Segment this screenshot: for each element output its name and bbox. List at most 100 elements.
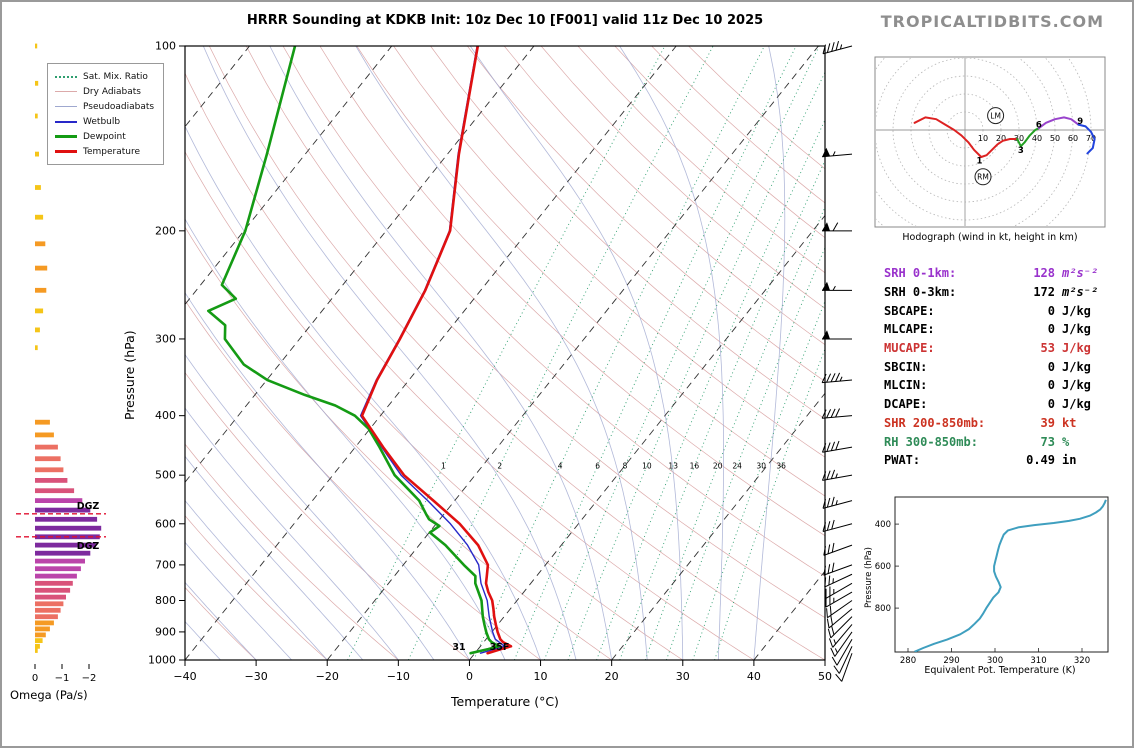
index-label: SBCIN:: [884, 359, 928, 374]
legend-swatch-solid: [55, 135, 77, 138]
index-value: 172: [1033, 285, 1055, 300]
index-value: 73: [1040, 434, 1055, 449]
omega-bar: [35, 573, 77, 579]
storm-motion-marker: [974, 168, 992, 186]
indices-panel: SRH 0-1km: 128 m²s⁻² SRH 0-3km: 172 m²s⁻² SBCA…: [884, 264, 1116, 470]
mixing-ratio-label: 6: [595, 461, 600, 470]
hodograph-ring-label: 10: [978, 134, 988, 143]
temperature-curve: [360, 46, 513, 655]
dry-adiabat-line: [185, 586, 257, 660]
index-value: 0: [1047, 397, 1055, 412]
omega-bar: [35, 265, 48, 271]
index-row: MLCAPE: 0 J/kg: [884, 320, 1116, 339]
hodograph-ring-label: 40: [1032, 134, 1042, 143]
mixing-ratio-line: [513, 46, 797, 660]
pseudoadiabat-line: [185, 407, 399, 660]
omega-bar: [35, 542, 96, 548]
dry-adiabat-line: [185, 151, 683, 660]
omega-bar: [35, 308, 44, 314]
storm-motion-label: LM: [990, 111, 1001, 120]
temperature-tick-label: 30: [676, 670, 690, 683]
omega-bar: [35, 467, 64, 473]
hodograph-trace-3-6km: [1016, 127, 1040, 148]
omega-bar: [35, 620, 54, 626]
pseudoadiabat-line: [185, 125, 541, 660]
theta-e-x-tick: 310: [1030, 656, 1046, 666]
pseudoadiabat-line: [185, 541, 292, 660]
legend-label: Dry Adiabats: [83, 86, 141, 97]
dgz-label: DGZ: [77, 501, 100, 512]
legend-swatch-solid: [55, 91, 77, 92]
hodograph-ring-label: 30: [1014, 134, 1024, 143]
index-value: 128: [1033, 266, 1055, 281]
omega-bar: [35, 594, 66, 600]
theta-e-panel: 280 290 300 310 320 400 600 800: [875, 496, 1109, 666]
index-row: SRH 0-3km: 172 m²s⁻²: [884, 283, 1116, 302]
temperature-axis-label: Temperature (°C): [451, 694, 559, 709]
legend-item: Dry Adiabats: [55, 84, 154, 99]
pressure-tick-label: 600: [155, 517, 176, 530]
index-row: PWAT: 0.49 in: [884, 451, 1116, 470]
omega-bar: [35, 643, 40, 649]
omega-bar: [35, 185, 41, 190]
mixing-ratio-line: [567, 71, 825, 660]
legend-swatch-dotted: [55, 75, 77, 78]
omega-bar: [35, 607, 61, 613]
index-label: PWAT:: [884, 453, 921, 468]
index-row: RH 300-850mb: 73%: [884, 432, 1116, 451]
temperature-tick-label: −30: [245, 670, 268, 683]
temperature-tick-label: −10: [387, 670, 410, 683]
dry-adiabat-line: [185, 72, 755, 660]
mixing-ratio-label: 20: [713, 461, 723, 470]
pseudoadiabat-line: [355, 46, 648, 660]
dry-adiabat-line: [393, 46, 825, 458]
index-unit: m²s⁻²: [1062, 285, 1099, 300]
skewt-legend: Sat. Mix. Ratio Dry Adiabats Pseudoadiabat…: [47, 63, 165, 165]
dry-adiabat-line: [208, 46, 825, 660]
dry-adiabat-line: [282, 46, 825, 577]
index-unit: J/kg: [1062, 303, 1091, 318]
index-row: SBCIN: 0 J/kg: [884, 357, 1116, 376]
omega-bar: [35, 580, 73, 586]
hodograph-height-label: 3: [1018, 146, 1024, 156]
omega-bar: [35, 648, 38, 653]
pressure-tick-label: 500: [155, 469, 176, 482]
legend-label: Pseudoadiabats: [83, 101, 155, 112]
theta-e-y-tick: 600: [875, 562, 891, 572]
mixing-ratio-label: 24: [732, 461, 742, 470]
pseudoadiabat-line: [185, 499, 328, 660]
legend-swatch-solid: [55, 150, 77, 153]
mixing-ratio-line: [714, 347, 825, 660]
index-value: 0: [1047, 303, 1055, 318]
pressure-tick-label: 800: [155, 594, 176, 607]
dry-adiabat-line: [356, 46, 825, 497]
omega-bar: [35, 419, 50, 425]
isotherm-line: [185, 46, 677, 660]
index-row: DCAPE: 0 J/kg: [884, 395, 1116, 414]
omega-bar: [35, 558, 85, 564]
pseudoadiabat-line: [185, 455, 364, 660]
pseudoadiabat-line: [619, 46, 724, 660]
pressure-tick-label: 100: [155, 40, 176, 53]
pressure-tick-label: 900: [155, 625, 176, 638]
temperature-tick-label: 20: [605, 670, 619, 683]
mixing-ratio-label: 10: [642, 461, 652, 470]
legend-item: Dewpoint: [55, 129, 154, 144]
hodograph-height-label: 6: [1036, 121, 1042, 131]
dry-adiabat-line: [467, 46, 825, 382]
omega-bar: [35, 432, 54, 438]
dgz-label: DGZ: [77, 541, 100, 552]
index-row: SRH 0-1km: 128 m²s⁻²: [884, 264, 1116, 283]
index-unit: J/kg: [1062, 397, 1091, 412]
index-value: 0: [1047, 322, 1055, 337]
legend-label: Dewpoint: [83, 131, 126, 142]
omega-tick-label: 0: [32, 673, 38, 684]
index-unit: J/kg: [1062, 359, 1091, 374]
omega-bar: [35, 525, 102, 531]
index-unit: kt: [1062, 415, 1077, 430]
index-label: MLCAPE:: [884, 322, 935, 337]
index-row: SHR 200-850mb: 39 kt: [884, 414, 1116, 433]
omega-bar: [35, 507, 91, 513]
omega-bar: [35, 80, 39, 86]
surface-temperature-label: 35F: [490, 642, 510, 653]
